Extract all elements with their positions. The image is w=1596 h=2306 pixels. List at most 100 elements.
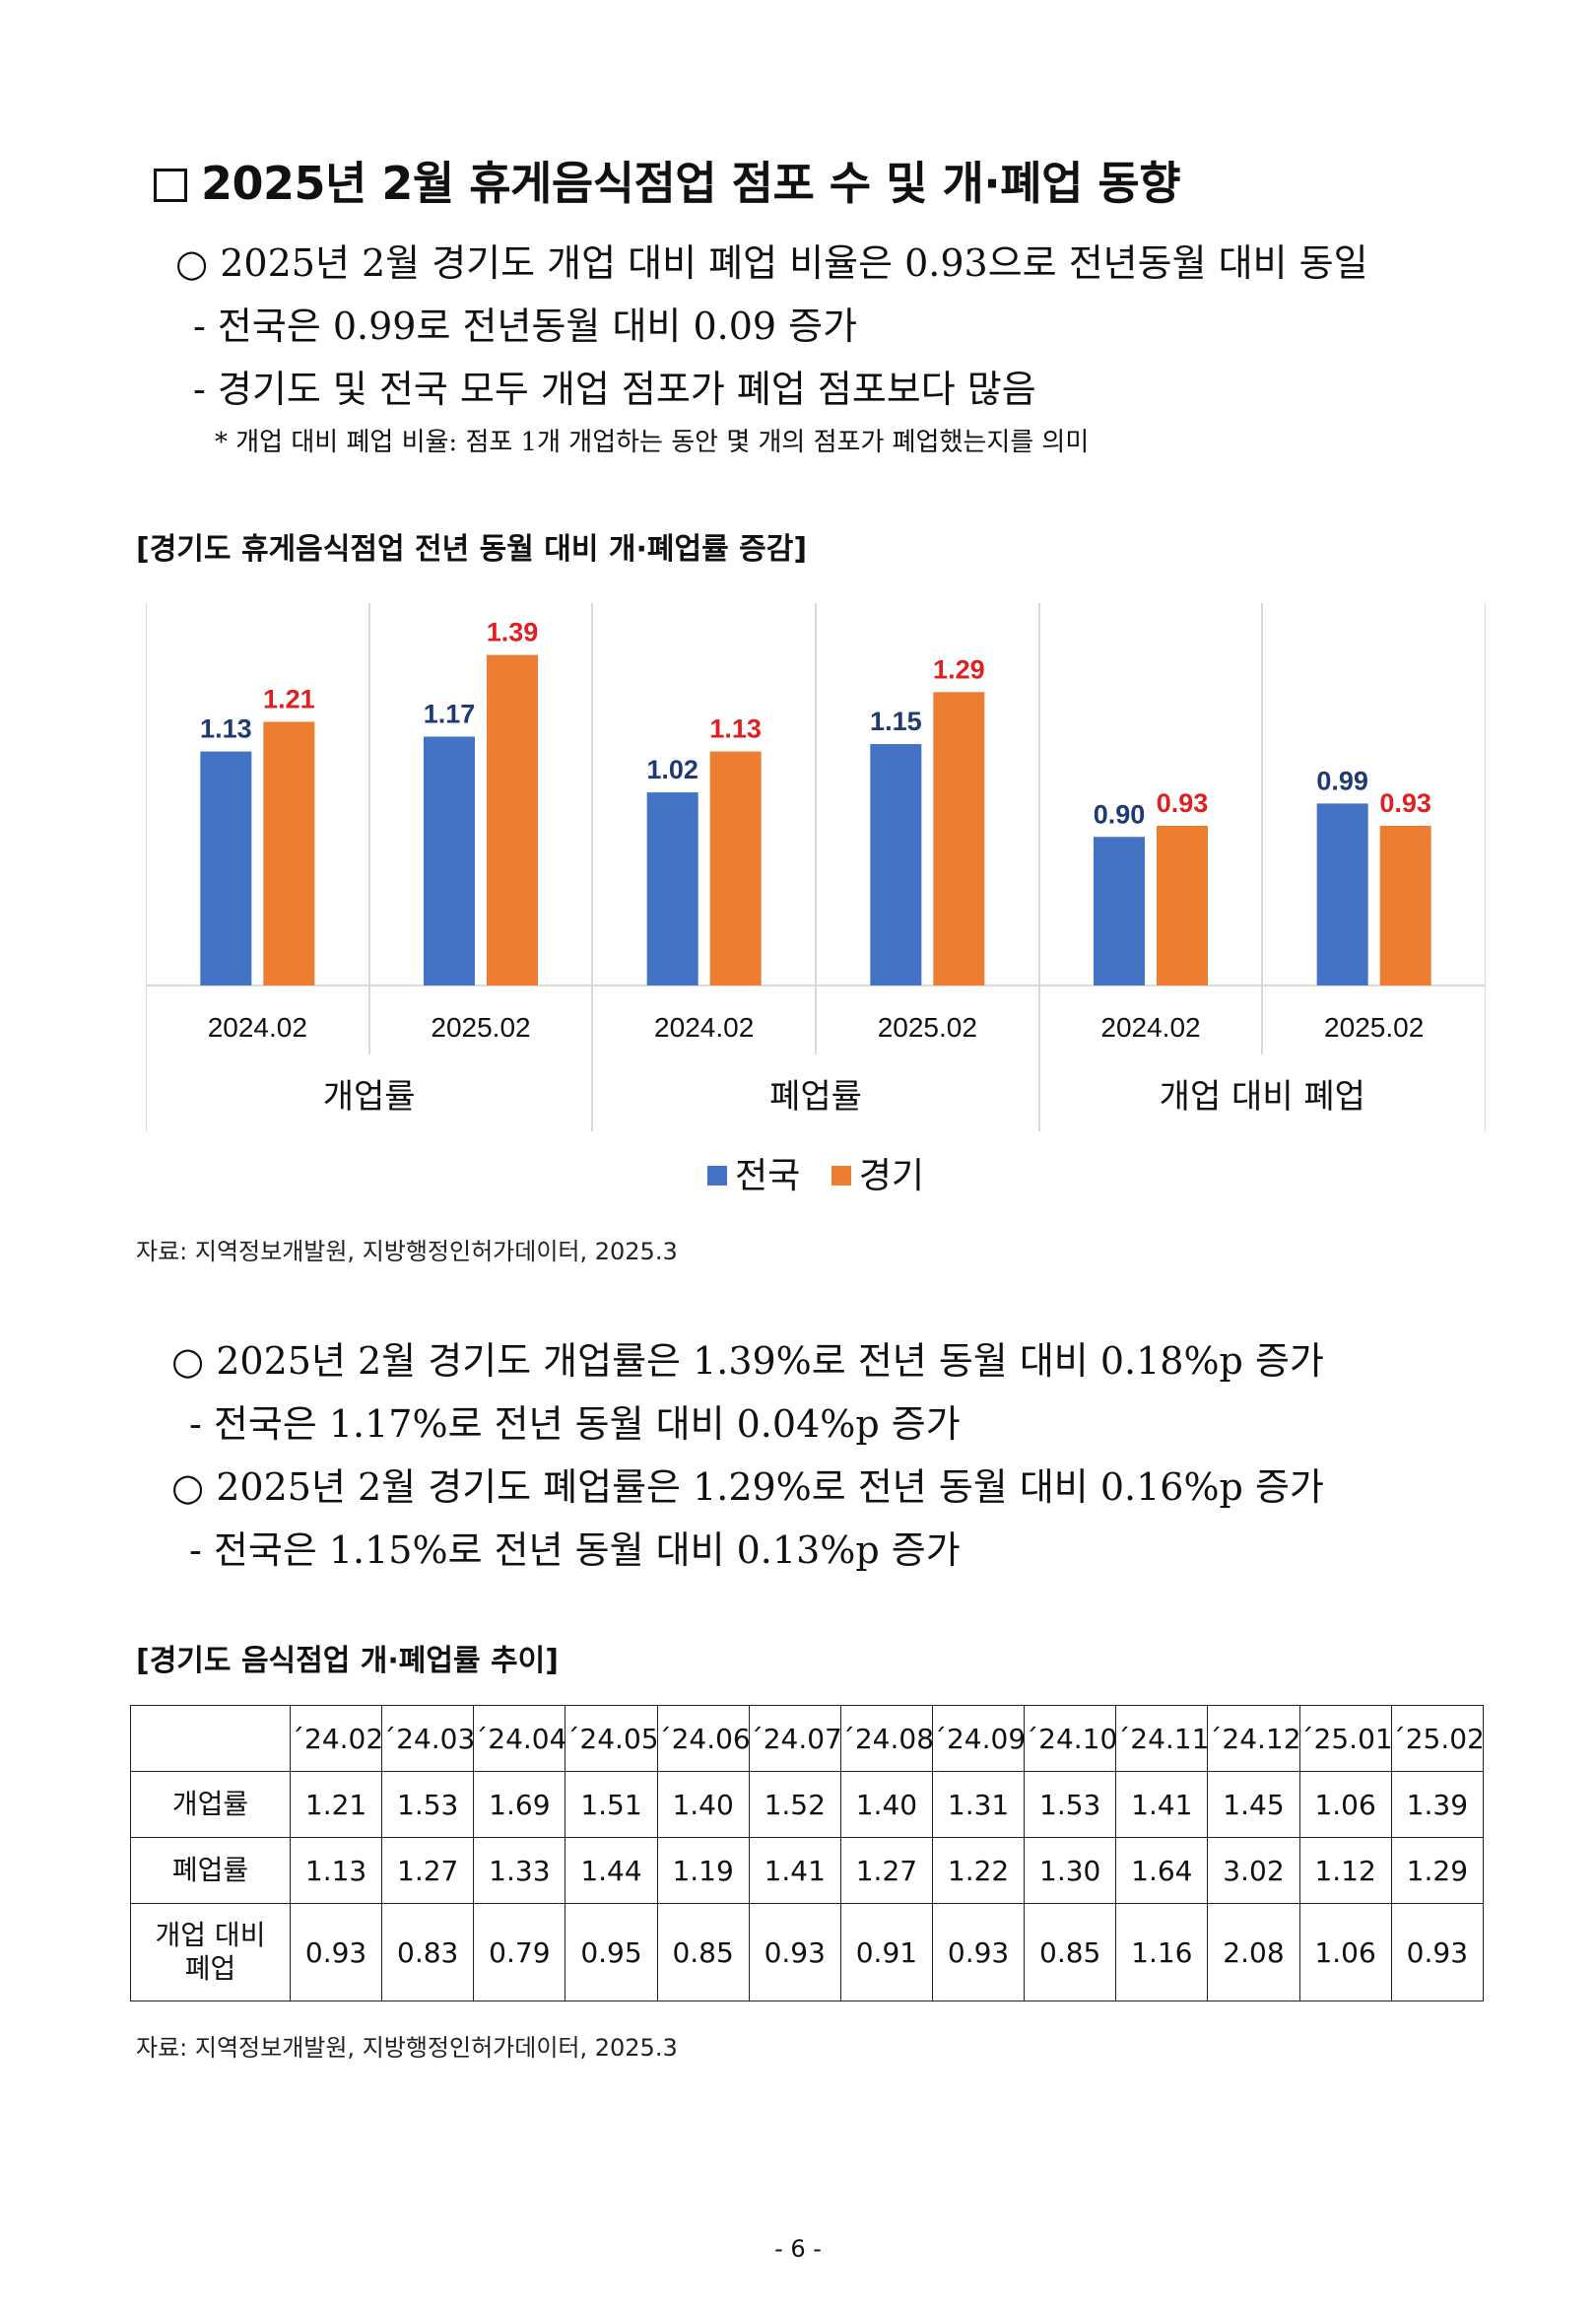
table-cell: 1.13 (289, 1837, 383, 1904)
table-cell: 0.95 (565, 1903, 658, 2001)
table-cell: 1.06 (1298, 1771, 1392, 1838)
group-label: 폐업률 (769, 1077, 862, 1117)
table-cell: 1.64 (1115, 1837, 1209, 1904)
table-cell: 1.27 (839, 1837, 933, 1904)
legend-swatch-national (707, 1166, 728, 1186)
column-header: ´24.11 (1115, 1705, 1209, 1772)
bar-national (1316, 803, 1368, 985)
table-cell: 2.08 (1207, 1903, 1300, 2001)
data-label: 1.13 (200, 714, 252, 744)
column-header: ´24.10 (1024, 1705, 1117, 1772)
column-header: ´24.06 (656, 1705, 751, 1772)
page-number: - 6 - (774, 2235, 822, 2263)
table-section-title: [경기도 음식점업 개·폐업률 추이] (136, 1644, 559, 1678)
row-label-line: 개업 대비 (155, 1919, 266, 1951)
summary-line-2: - 전국은 0.99로 전년동월 대비 0.09 증가 (193, 305, 858, 348)
data-label: 1.21 (263, 684, 315, 713)
analysis-line-4: - 전국은 1.15%로 전년 동월 대비 0.13%p 증가 (189, 1528, 961, 1572)
legend-item-gyeonggi: 경기 (831, 1147, 924, 1198)
table-cell: 0.93 (931, 1903, 1026, 2001)
table-cell: 0.79 (473, 1903, 566, 2001)
summary-line-1: ○ 2025년 2월 경기도 개업 대비 폐업 비율은 0.93으로 전년동월 … (175, 241, 1368, 285)
category-tick-label: 2025.02 (431, 1012, 530, 1043)
bar-gyeonggi (487, 654, 538, 985)
table-corner-cell (130, 1705, 291, 1772)
column-header: ´24.03 (381, 1705, 475, 1772)
legend-label-gyeonggi: 경기 (858, 1156, 924, 1196)
analysis-line-3: ○ 2025년 2월 경기도 폐업률은 1.29%로 전년 동월 대비 0.16… (171, 1465, 1324, 1509)
table-cell: 1.27 (381, 1837, 475, 1904)
table-cell: 1.12 (1298, 1837, 1392, 1904)
bar-national (424, 736, 475, 985)
table-source: 자료: 지역정보개발원, 지방행정인허가데이터, 2025.3 (136, 2034, 678, 2062)
group-label: 개업률 (323, 1077, 416, 1117)
table-row: 폐업률 1.13 1.27 1.33 1.44 1.19 1.41 1.27 1… (130, 1837, 1485, 1904)
chart-legend: 전국 경기 (146, 1147, 1486, 1198)
category-tick-label: 2025.02 (878, 1012, 977, 1043)
bar-gyeonggi (263, 721, 315, 985)
data-label: 1.39 (487, 618, 539, 647)
data-label: 1.02 (646, 755, 698, 784)
bar-national (870, 744, 922, 985)
column-header: ´24.07 (748, 1705, 842, 1772)
table-cell: 0.91 (839, 1903, 933, 2001)
bar-chart-svg: 1.13 1.17 1.02 1.15 0.90 0.99 1.21 1.39 1.13 1.29… (146, 603, 1486, 1131)
table-cell: 1.41 (748, 1837, 841, 1904)
row-label-opening-rate: 개업률 (130, 1771, 291, 1838)
checkbox-square-icon (154, 169, 187, 202)
bar-gyeonggi (1157, 825, 1208, 985)
table-cell: 1.29 (1390, 1837, 1485, 1904)
table-cell: 1.06 (1298, 1903, 1392, 2001)
column-header: ´24.08 (839, 1705, 934, 1772)
data-label: 0.93 (1379, 788, 1431, 818)
summary-note: * 개업 대비 폐업 비율: 점포 1개 개업하는 동안 몇 개의 점포가 폐업… (215, 428, 1090, 457)
row-label-closing-rate: 폐업률 (130, 1837, 291, 1904)
data-label: 0.93 (1157, 788, 1209, 818)
table-cell: 1.40 (656, 1771, 750, 1838)
bar-gyeonggi (1379, 825, 1431, 985)
table-cell: 0.83 (381, 1903, 475, 2001)
category-tick-label: 2025.02 (1324, 1012, 1424, 1043)
row-label-closing-per-opening: 개업 대비 폐업 (130, 1903, 291, 2001)
table-cell: 1.31 (931, 1771, 1026, 1838)
data-label: 0.90 (1094, 799, 1146, 829)
legend-label-national: 전국 (735, 1156, 801, 1196)
page-title: 2025년 2월 휴게음식점업 점포 수 및 개·폐업 동향 (154, 148, 1513, 213)
chart-source: 자료: 지역정보개발원, 지방행정인허가데이터, 2025.3 (136, 1238, 678, 1265)
analysis-line-2: - 전국은 1.17%로 전년 동월 대비 0.04%p 증가 (189, 1402, 961, 1446)
table-cell: 0.93 (1390, 1903, 1485, 2001)
page-title-text: 2025년 2월 휴게음식점업 점포 수 및 개·폐업 동향 (201, 157, 1181, 210)
column-header: ´24.09 (931, 1705, 1026, 1772)
bar-gyeonggi (933, 692, 985, 985)
table-row: 개업률 1.21 1.53 1.69 1.51 1.40 1.52 1.40 1… (130, 1771, 1485, 1838)
column-header: ´24.04 (473, 1705, 566, 1772)
table-cell: 1.44 (565, 1837, 658, 1904)
column-header: ´24.02 (289, 1705, 383, 1772)
table-cell: 0.85 (656, 1903, 750, 2001)
category-tick-label: 2024.02 (1100, 1012, 1200, 1043)
bar-national (200, 751, 252, 985)
data-label: 1.17 (424, 700, 476, 729)
table-cell: 1.19 (656, 1837, 750, 1904)
table-cell: 1.53 (1024, 1771, 1117, 1838)
trend-table: ´24.02 ´24.03 ´24.04 ´24.05 ´24.06 ´24.0… (130, 1705, 1485, 2001)
table-cell: 1.53 (381, 1771, 475, 1838)
data-label: 1.13 (709, 714, 762, 744)
group-label: 개업 대비 폐업 (1160, 1077, 1365, 1117)
table-cell: 1.51 (565, 1771, 658, 1838)
table-cell: 1.30 (1024, 1837, 1117, 1904)
legend-item-national: 전국 (707, 1147, 800, 1198)
analysis-line-1: ○ 2025년 2월 경기도 개업률은 1.39%로 전년 동월 대비 0.18… (171, 1339, 1324, 1383)
row-label-line: 폐업 (184, 1952, 236, 1985)
table-cell: 3.02 (1207, 1837, 1300, 1904)
table-cell: 0.93 (748, 1903, 841, 2001)
category-tick-label: 2024.02 (654, 1012, 754, 1043)
bar-national (1094, 837, 1145, 985)
column-header: ´24.12 (1207, 1705, 1301, 1772)
bar-chart: 1.13 1.17 1.02 1.15 0.90 0.99 1.21 1.39 1.13 1.29… (146, 603, 1486, 1214)
table-cell: 1.69 (473, 1771, 566, 1838)
data-label: 1.29 (933, 654, 985, 684)
table-cell: 1.52 (748, 1771, 841, 1838)
table-cell: 1.39 (1390, 1771, 1485, 1838)
table-cell: 1.41 (1115, 1771, 1209, 1838)
